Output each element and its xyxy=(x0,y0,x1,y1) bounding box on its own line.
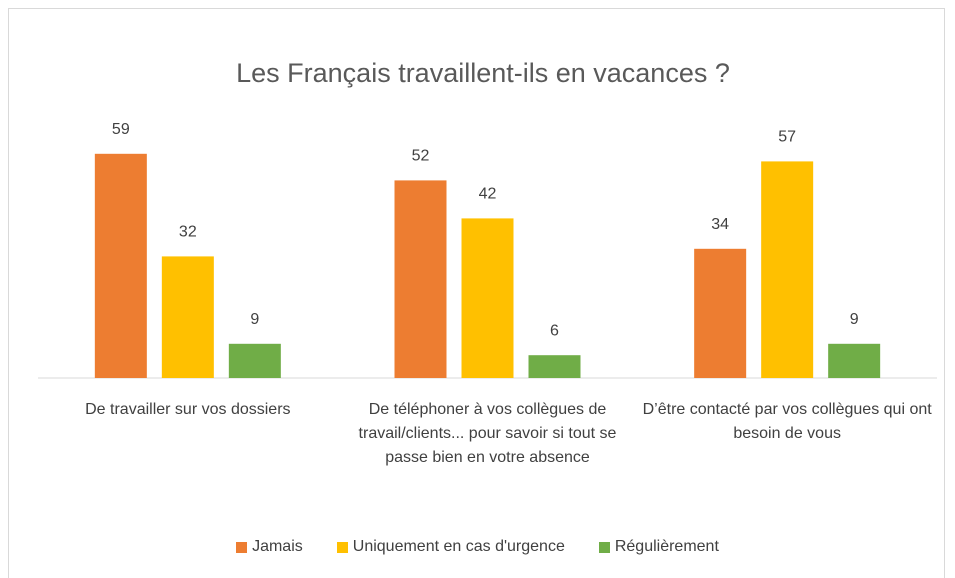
data-label: 6 xyxy=(550,322,559,339)
x-tick-label: De travailler sur vos dossiers xyxy=(85,401,291,418)
data-label: 34 xyxy=(711,216,729,233)
data-label: 9 xyxy=(850,311,859,328)
legend-label: Régulièrement xyxy=(614,538,719,555)
bar xyxy=(94,153,147,378)
legend-swatch xyxy=(598,541,610,553)
legend: Jamais Uniquement en cas d'urgence Réguliè… xyxy=(0,538,955,556)
legend-swatch xyxy=(336,541,348,553)
data-label: 42 xyxy=(479,186,497,203)
legend-label: Uniquement en cas d'urgence xyxy=(352,538,565,555)
data-label: 52 xyxy=(412,148,430,165)
data-label: 9 xyxy=(250,311,259,328)
bar xyxy=(761,161,814,378)
data-label: 57 xyxy=(778,129,796,146)
legend-label: Jamais xyxy=(252,538,303,555)
x-tick-label: De téléphoner à vos collègues de travail… xyxy=(358,401,617,466)
data-label: 59 xyxy=(112,121,130,138)
bar xyxy=(694,248,747,378)
x-tick-label: D’être contacté par vos collègues qui on… xyxy=(642,401,932,442)
legend-swatch xyxy=(236,541,248,553)
bar xyxy=(228,343,281,378)
bar xyxy=(528,355,581,378)
chart-frame xyxy=(8,8,945,578)
legend-item: Jamais xyxy=(236,538,303,556)
data-label: 32 xyxy=(179,224,197,241)
legend-item: Régulièrement xyxy=(598,538,719,556)
bar xyxy=(394,180,447,378)
chart-title: Les Français travaillent-ils en vacances… xyxy=(236,58,730,88)
bar xyxy=(828,343,881,378)
bar xyxy=(161,256,214,378)
bar xyxy=(461,218,514,378)
legend-item: Uniquement en cas d'urgence xyxy=(336,538,565,556)
